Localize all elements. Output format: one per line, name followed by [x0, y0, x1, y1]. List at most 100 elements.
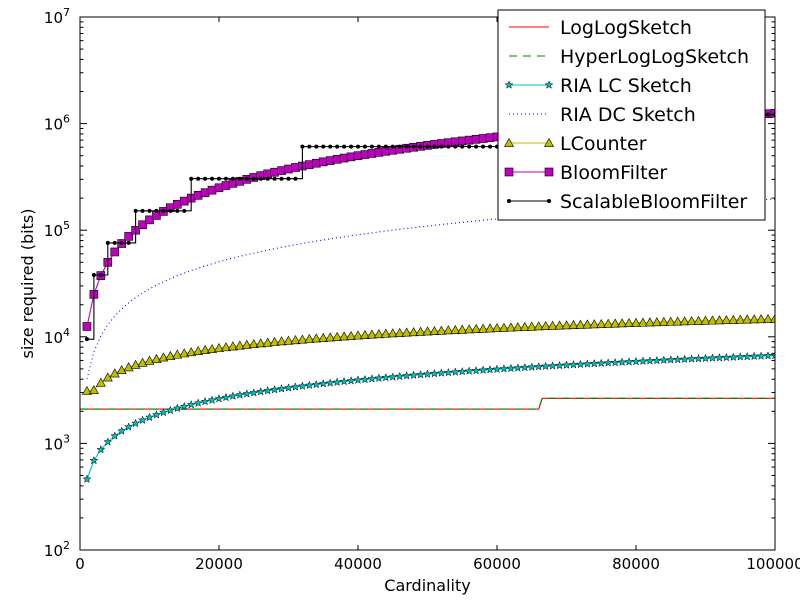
y-tick-label: 104: [44, 326, 70, 347]
LCounter-point: [297, 334, 308, 344]
LCounter-point: [241, 339, 252, 349]
RIA LC Sketch-point: [221, 392, 231, 402]
ScalableBloomFilter-point: [439, 144, 444, 149]
RIA LC Sketch-point: [582, 359, 592, 368]
x-tick-label: 40000: [334, 555, 382, 573]
LCounter-point: [401, 327, 412, 337]
x-axis-label: Cardinality: [384, 576, 470, 595]
RIA LC Sketch-point: [575, 359, 585, 369]
RIA LC Sketch-point: [555, 360, 565, 370]
RIA LC Sketch-point: [513, 363, 523, 372]
ScalableBloomFilter-point: [265, 176, 270, 181]
ScalableBloomFilter-point: [547, 199, 551, 203]
LCounter-point: [547, 320, 558, 330]
RIA LC Sketch-point: [541, 361, 551, 371]
ScalableBloomFilter-point: [237, 176, 242, 181]
ScalableBloomFilter-point: [362, 144, 367, 149]
RIA LC Sketch-point: [200, 396, 210, 406]
ScalableBloomFilter-point: [425, 144, 430, 149]
RIA LC Sketch-point: [756, 351, 766, 360]
ScalableBloomFilter-point: [766, 112, 771, 117]
legend-entry: RIA LC Sketch: [504, 75, 692, 97]
BloomFilter-point: [145, 215, 154, 225]
RIA LC Sketch-point: [172, 403, 182, 413]
ScalableBloomFilter-point: [91, 272, 96, 277]
LCounter-point: [276, 336, 287, 346]
ScalableBloomFilter-point: [119, 240, 124, 245]
legend-entry: LCounter: [503, 133, 647, 155]
LCounter-point: [735, 314, 746, 324]
LCounter-point: [193, 345, 204, 356]
LCounter-point: [346, 330, 357, 340]
ScalableBloomFilter-point: [133, 208, 138, 213]
RIA LC Sketch-point: [506, 363, 516, 373]
ScalableBloomFilter-point: [356, 144, 360, 149]
y-tick-label: 105: [44, 219, 70, 240]
LCounter-point: [533, 321, 544, 331]
RIA LC Sketch-point: [603, 358, 613, 367]
legend-label: HyperLogLogSketch: [560, 46, 749, 68]
ScalableBloomFilter-point: [307, 144, 312, 149]
LCounter-point: [172, 349, 183, 359]
RIA LC Sketch-point: [544, 80, 554, 89]
LCounter-point: [630, 317, 642, 327]
ScalableBloomFilter-point: [418, 144, 423, 149]
RIA LC Sketch-point: [117, 426, 127, 435]
RIA LC Sketch-point: [770, 350, 775, 360]
ScalableBloomFilter-point: [474, 144, 479, 149]
RIA LC Sketch-point: [339, 376, 349, 386]
RIA LC Sketch-point: [228, 391, 238, 400]
RIA LC Sketch-point: [151, 410, 161, 419]
legend-entry: BloomFilter: [504, 162, 667, 184]
legend-label: RIA LC Sketch: [560, 75, 692, 97]
LCounter-point: [707, 315, 718, 325]
series-LCounter: [81, 313, 775, 395]
RIA LC Sketch-point: [534, 362, 544, 371]
ScalableBloomFilter-point: [161, 208, 166, 213]
RIA LC Sketch-point: [694, 353, 704, 363]
LCounter-point: [81, 385, 92, 395]
RIA LC Sketch-point: [471, 365, 481, 375]
RIA LC Sketch-point: [284, 383, 293, 392]
LCounter-point: [742, 314, 753, 324]
RIA LC Sketch-point: [617, 357, 627, 366]
RIA LC Sketch-point: [457, 366, 467, 376]
RIA LC Sketch-point: [492, 364, 502, 374]
LCounter-point: [165, 350, 176, 360]
RIA LC Sketch-point: [381, 372, 391, 382]
RIA LC Sketch-point: [624, 357, 634, 366]
RIA LC Sketch-point: [450, 367, 460, 376]
legend-label: BloomFilter: [560, 162, 667, 184]
LCounter-point: [554, 320, 565, 330]
RIA LC Sketch-point: [749, 351, 759, 361]
ScalableBloomFilter-point: [369, 144, 374, 149]
RIA LC Sketch-point: [145, 412, 154, 422]
LCounter-point: [380, 328, 391, 338]
y-axis-label: size required (bits): [18, 209, 37, 359]
LCounter-point: [255, 338, 266, 348]
LCounter-point: [422, 326, 433, 336]
ScalableBloomFilter-point: [230, 176, 235, 181]
ScalableBloomFilter-point: [390, 144, 395, 149]
ScalableBloomFilter-point: [293, 176, 298, 181]
RIA LC Sketch-point: [367, 374, 377, 383]
RIA LC Sketch-point: [638, 356, 648, 365]
RIA LC Sketch-point: [353, 375, 363, 384]
LCounter-point: [512, 322, 523, 332]
legend-box: [497, 9, 766, 221]
RIA LC Sketch-point: [374, 373, 384, 382]
LCounter-point: [610, 318, 621, 328]
LCounter-point: [262, 337, 273, 347]
ScalableBloomFilter-point: [251, 176, 256, 181]
LCounter-point: [543, 137, 555, 147]
LCounter-point: [373, 329, 384, 339]
RIA LC Sketch-point: [548, 361, 558, 370]
RIA LC Sketch-point: [596, 358, 606, 368]
ScalableBloomFilter-point: [300, 144, 305, 149]
LCounter-point: [359, 329, 370, 339]
RIA LC Sketch-point: [436, 368, 446, 377]
LCounter-point: [505, 322, 516, 332]
ScalableBloomFilter-point: [467, 144, 472, 149]
LCounter-point: [248, 338, 259, 348]
ScalableBloomFilter-point: [286, 176, 291, 181]
